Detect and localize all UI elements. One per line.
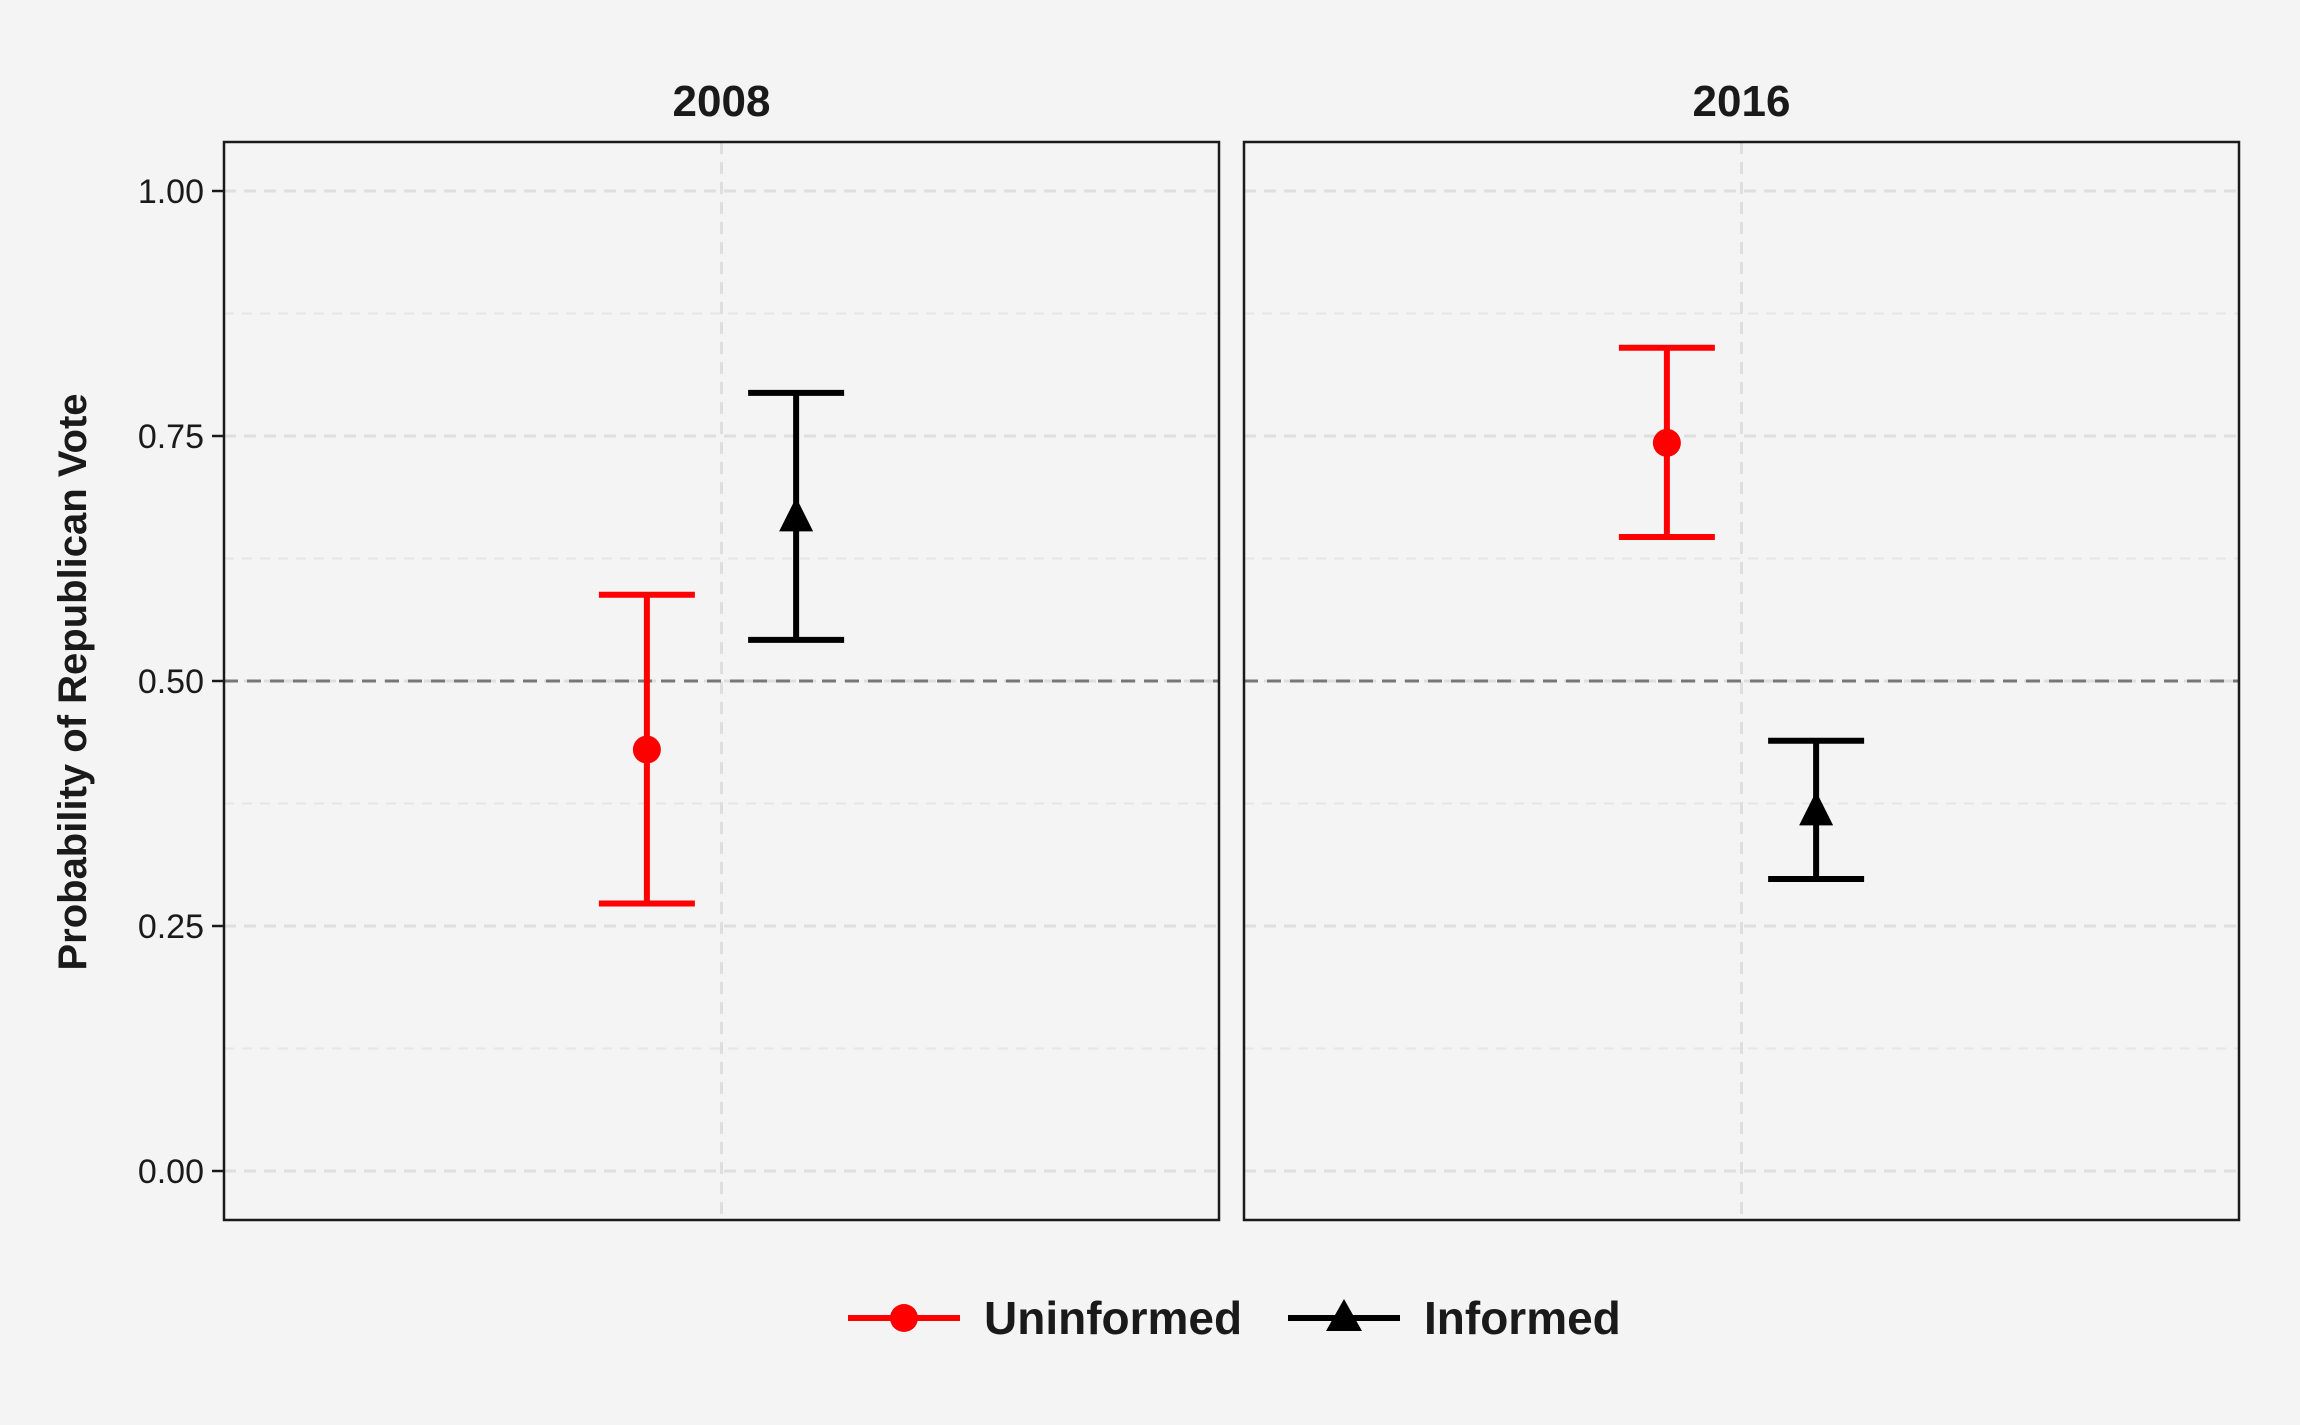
legend-item-informed: Informed bbox=[1288, 1292, 1621, 1344]
legend-label: Uninformed bbox=[984, 1292, 1242, 1344]
legend-label: Informed bbox=[1424, 1292, 1621, 1344]
panels-layer: 2008 2016 bbox=[222, 77, 2241, 1222]
point-uninformed bbox=[1652, 428, 1681, 457]
y-tick-label: 0.25 bbox=[138, 908, 204, 946]
y-tick-label: 1.00 bbox=[138, 173, 204, 211]
legend: Uninformed Informed bbox=[848, 1292, 1621, 1344]
panel-border bbox=[1242, 140, 2241, 1222]
y-tick-label: 0.75 bbox=[138, 418, 204, 456]
panel-2008: 2008 bbox=[222, 77, 1221, 1222]
y-tick-label: 0.00 bbox=[138, 1153, 204, 1191]
errorbar-uninformed-2016 bbox=[1618, 344, 1715, 540]
legend-marker bbox=[890, 1304, 918, 1332]
errorbar-uninformed-2008 bbox=[598, 591, 695, 907]
point-informed bbox=[779, 497, 814, 532]
legend-item-uninformed: Uninformed bbox=[848, 1292, 1242, 1344]
y-axis: 0.00 0.25 0.50 0.75 1.00 bbox=[138, 173, 224, 1191]
point-uninformed bbox=[632, 735, 661, 764]
panel-title: 2016 bbox=[1693, 77, 1791, 126]
panel-title: 2008 bbox=[673, 77, 771, 126]
legend-marker bbox=[1326, 1299, 1362, 1331]
errorbar-informed-2016 bbox=[1768, 737, 1865, 882]
y-tick-label: 0.50 bbox=[138, 663, 204, 701]
panel-2016: 2016 bbox=[1242, 77, 2241, 1222]
y-axis-title: Probability of Republican Vote bbox=[51, 393, 95, 970]
errorbar-informed-2008 bbox=[748, 389, 845, 643]
point-informed bbox=[1799, 791, 1834, 826]
